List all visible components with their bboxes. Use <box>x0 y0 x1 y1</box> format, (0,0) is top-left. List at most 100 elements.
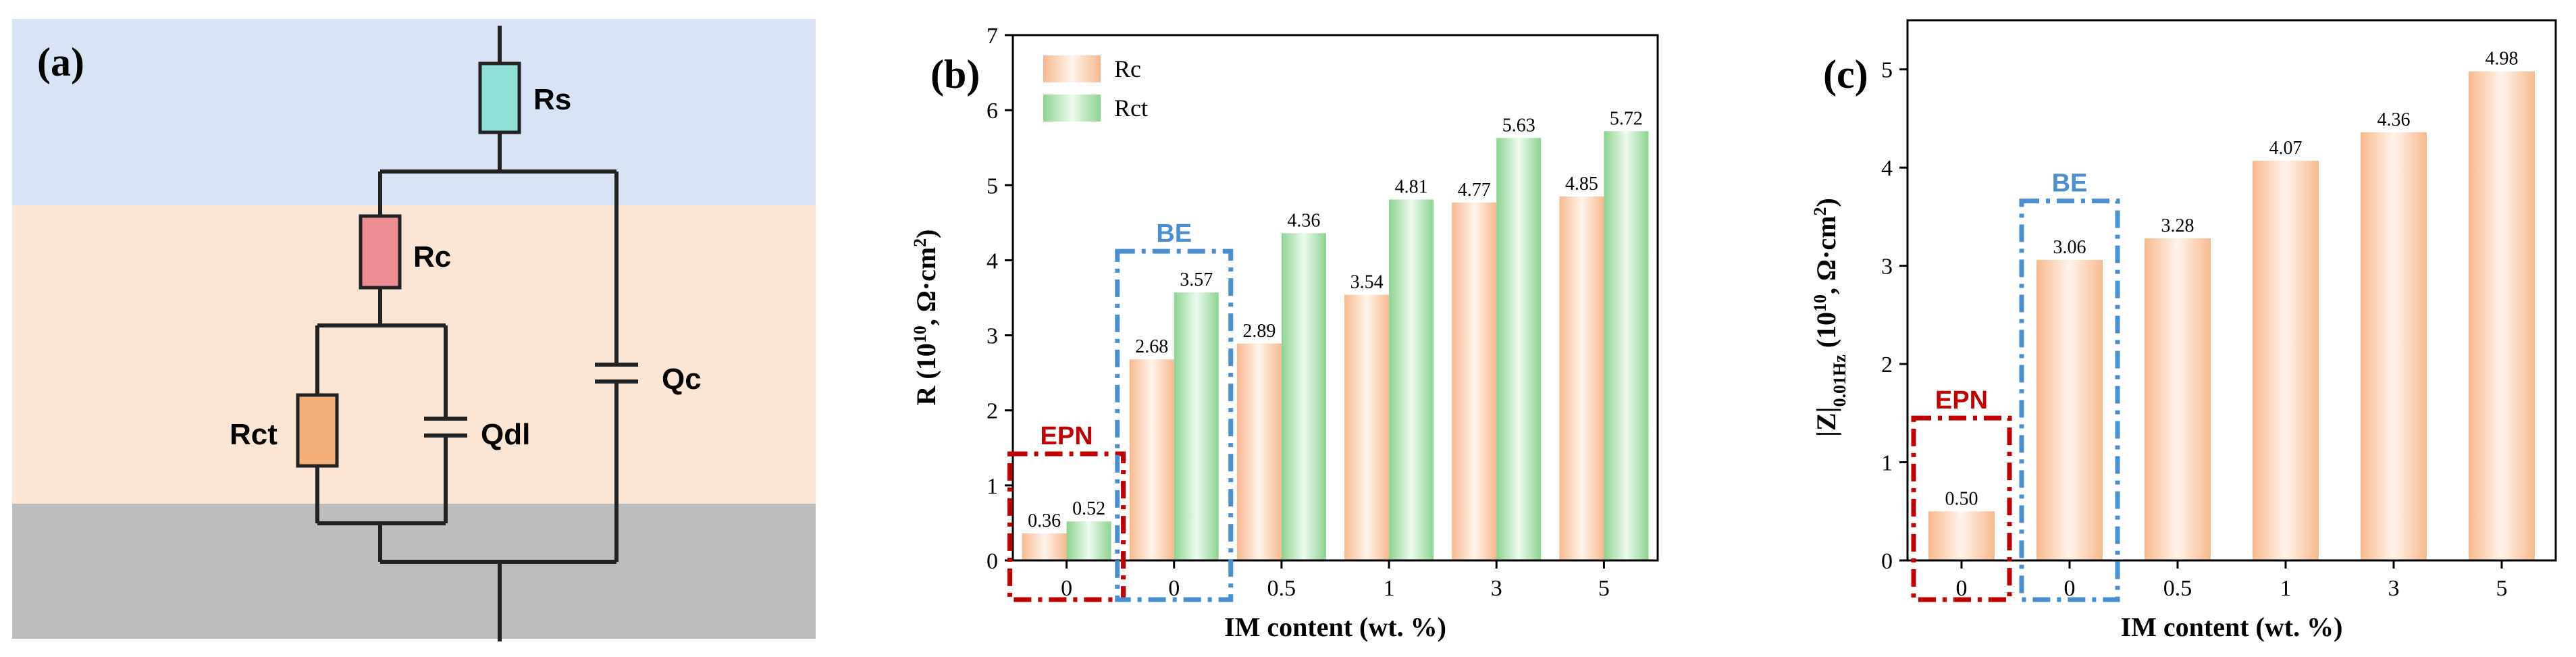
plot-frame <box>1011 34 1659 562</box>
y-tick-label: 6 <box>987 99 998 124</box>
data-label: 4.77 <box>1458 180 1491 201</box>
x-tick-label: 5 <box>2496 576 2508 601</box>
annotation-label-be: BE <box>1156 219 1192 248</box>
y-tick-label: 2 <box>987 399 998 424</box>
data-label: 4.36 <box>1287 210 1320 231</box>
data-label: 3.57 <box>1180 269 1213 290</box>
panel-c-letter: (c) <box>1823 52 1868 97</box>
data-label: 5.63 <box>1502 115 1535 136</box>
bar-b-s0-1 <box>1129 359 1174 560</box>
y-tick-label: 1 <box>987 474 998 499</box>
bar-b-s1-3 <box>1389 199 1434 561</box>
y-tick-label: 3 <box>1881 255 1893 280</box>
data-label: 3.54 <box>1350 272 1384 293</box>
x-tick-label: 0 <box>1168 576 1180 601</box>
x-axis-title: IM content (wt. %) <box>2121 612 2343 642</box>
y-title-part: ) <box>911 230 941 238</box>
label-qdl: Qdl <box>481 418 530 451</box>
circuit-wires <box>315 26 638 641</box>
bar-b-s1-2 <box>1281 233 1326 560</box>
y-tick-label: 4 <box>1881 156 1893 181</box>
legend-label-0: Rc <box>1114 55 1141 82</box>
data-label: 4.07 <box>2269 138 2303 159</box>
annotation-box-epn <box>1911 415 2012 602</box>
y-title-part: R (10 <box>911 343 941 405</box>
panel-b-letter: (b) <box>930 52 980 97</box>
bg-substrate <box>12 504 816 639</box>
y-tick-label: 4 <box>987 248 998 273</box>
data-label: 0.52 <box>1072 498 1105 519</box>
y-axis-title: R (1010, Ω·cm2) <box>910 230 942 406</box>
data-label: 0.50 <box>1945 488 1978 509</box>
y-title-part: (10 <box>1811 312 1841 354</box>
bar-c-s0-2 <box>2145 238 2211 560</box>
resistor-rc <box>359 214 402 290</box>
bar-b-s0-2 <box>1236 343 1282 560</box>
circuit-panel: (a) Rs Rc Rct Qd <box>12 19 816 641</box>
y-title-sup: 2 <box>910 238 930 247</box>
data-label: 4.81 <box>1395 176 1428 197</box>
legend-swatch-1 <box>1043 95 1101 122</box>
plot-frame <box>1906 19 2557 562</box>
bar-b-s0-5 <box>1559 196 1604 560</box>
bar-b-s0-4 <box>1452 202 1497 560</box>
x-tick-label: 3 <box>1491 576 1502 601</box>
chart-c: (c) 0.50 3.06 3.28 4.07 4.36 4.98 0 1 2 3 4 5 0 0 0.5 1 3… <box>1810 19 2557 642</box>
bar-c-s0-0 <box>1928 511 1995 560</box>
resistor-rct <box>296 393 339 468</box>
x-tick-label: 0 <box>1956 576 1968 601</box>
y-tick-label: 3 <box>987 324 998 349</box>
x-tick-label: 0 <box>1061 576 1072 601</box>
data-label: 2.89 <box>1242 321 1276 342</box>
annotation-label-epn: EPN <box>1935 386 1988 415</box>
legend-label-1: Rct <box>1114 95 1148 122</box>
x-tick-label: 1 <box>2280 576 2292 601</box>
data-label: 3.06 <box>2053 237 2086 258</box>
x-tick-label: 3 <box>2388 576 2400 601</box>
annotation-box-be <box>2019 199 2120 602</box>
bar-b-s1-5 <box>1604 131 1649 560</box>
y-title-part: ) <box>1811 198 1841 207</box>
legend-swatch-0 <box>1043 55 1101 82</box>
data-label: 4.85 <box>1565 174 1598 194</box>
annotation-box-epn <box>1007 451 1126 602</box>
y-title-part: , Ω·cm <box>911 247 941 325</box>
resistor-rs <box>478 61 521 134</box>
data-label: 0.36 <box>1028 510 1061 531</box>
annotation-box-be <box>1115 248 1234 602</box>
y-title-sub: 0.01Hz <box>1830 354 1849 406</box>
label-rc: Rc <box>413 240 451 273</box>
bar-c-s0-5 <box>2469 71 2535 561</box>
bar-b-s1-4 <box>1496 138 1542 560</box>
y-title-sup: 10 <box>1810 294 1830 312</box>
data-label: 4.36 <box>2377 109 2411 130</box>
x-tick-label: 5 <box>1598 576 1610 601</box>
y-title-part: , Ω·cm <box>1811 215 1841 294</box>
bar-c-s0-4 <box>2361 132 2427 560</box>
data-label: 4.98 <box>2486 49 2519 70</box>
y-tick-label: 5 <box>987 174 998 199</box>
data-label: 3.28 <box>2161 215 2194 236</box>
x-axis-title: IM content (wt. %) <box>1224 612 1446 642</box>
y-tick-label: 0 <box>1881 549 1893 574</box>
bg-interface <box>12 205 816 504</box>
bg-coating <box>12 19 816 205</box>
y-axis-title: |Z|0.01Hz (1010, Ω·cm2) <box>1810 198 1849 437</box>
annotation-label-epn: EPN <box>1041 422 1093 450</box>
x-tick-label: 0 <box>2064 576 2076 601</box>
data-label: 2.68 <box>1135 336 1168 357</box>
y-title-sup: 10 <box>910 325 930 343</box>
label-qc: Qc <box>662 363 702 396</box>
annotation-label-be: BE <box>2052 169 2088 198</box>
bar-b-s0-0 <box>1022 533 1067 560</box>
bar-b-s1-1 <box>1174 292 1219 560</box>
x-tick-label: 0.5 <box>1267 576 1296 601</box>
x-tick-label: 1 <box>1384 576 1395 601</box>
label-rct: Rct <box>230 418 278 451</box>
y-tick-label: 1 <box>1881 451 1893 476</box>
data-label: 5.72 <box>1610 108 1643 129</box>
bar-c-s0-1 <box>2036 259 2103 560</box>
bar-c-s0-3 <box>2253 161 2319 560</box>
y-tick-label: 2 <box>1881 352 1893 377</box>
